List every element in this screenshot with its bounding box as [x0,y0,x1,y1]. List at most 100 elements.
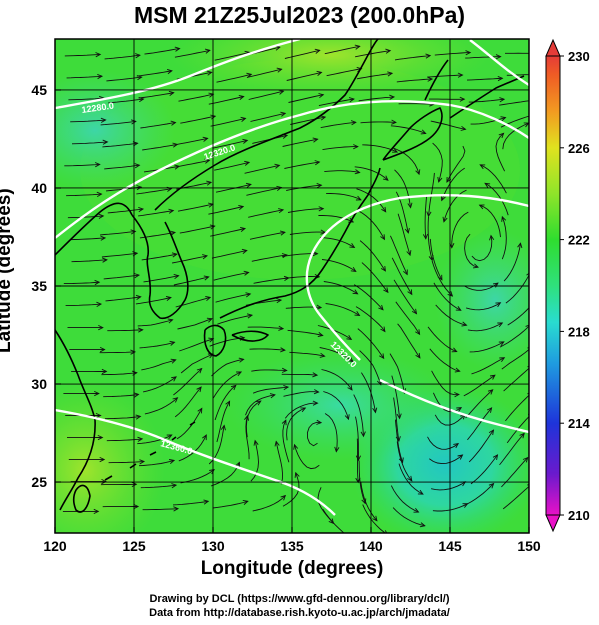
streamline-arrowhead [246,313,254,319]
streamline-arrowhead [242,138,249,144]
streamline-arrowhead [407,289,413,296]
streamline [502,122,529,150]
streamline [361,372,376,413]
streamline [360,121,396,124]
streamline-arrowhead [253,439,259,446]
streamline-arrowhead [334,446,340,453]
streamline-arrowhead [479,164,486,170]
streamline [324,45,360,55]
streamline-arrowhead [348,356,354,363]
streamline-arrowhead [353,144,359,150]
streamline-arrowhead [380,326,386,333]
streamline-arrowhead [415,169,421,176]
streamline [172,500,209,506]
streamline [211,358,244,377]
streamline-arrowhead [168,208,175,214]
streamline [465,56,501,59]
streamline-arrowhead [497,322,504,328]
streamline-arrowhead [316,304,323,310]
streamline [173,276,209,286]
streamline-arrowhead [381,206,387,213]
streamline-arrowhead [407,202,413,209]
japan-kyushu-coast [203,324,227,357]
streamline-arrowhead [97,434,104,441]
streamline-arrowhead [278,89,285,95]
streamline-arrowhead [488,429,495,436]
streamline-arrowhead [170,120,177,126]
streamline [67,215,104,219]
streamline-arrowhead [102,139,109,145]
streamline [389,353,405,394]
streamline-arrowhead [384,530,388,533]
streamline [71,259,107,263]
streamline [470,117,506,125]
streamline-arrowhead [280,347,286,353]
streamline [103,393,139,398]
streamline-arrowhead [312,250,319,257]
streamline-arrowhead [209,224,216,230]
streamline [173,368,203,396]
streamline [356,188,387,213]
streamline [471,357,505,375]
streamline [287,329,323,336]
x-tick-label: 150 [517,538,541,554]
streamline [294,444,320,470]
streamline [215,293,251,303]
streamline-arrowhead [96,191,103,197]
streamline [144,48,180,55]
streamline [105,296,141,302]
streamline [100,230,136,236]
streamline-arrowhead [243,270,250,276]
streamline [505,394,529,422]
streamline-arrowhead [171,376,177,382]
streamline [177,203,213,212]
streamline-arrowhead [206,70,213,76]
streamline-arrowhead [396,413,402,420]
streamline-arrowhead [361,498,367,505]
streamline [398,103,435,105]
streamline-arrowhead [526,272,529,276]
streamline-arrowhead [314,160,321,166]
streamline [427,436,459,450]
streamline [174,386,202,418]
streamline-arrowhead [538,72,543,76]
x-tick-label: 135 [280,538,304,554]
streamline-arrowhead [281,419,287,426]
streamline [217,314,253,325]
streamline [245,394,275,416]
colorbar-tick-label: 218 [568,324,590,339]
streamline-arrowhead [319,352,326,358]
streamline [246,68,282,78]
streamline-arrowhead [447,291,454,297]
streamline-arrowhead [530,99,535,103]
streamline [465,389,494,419]
streamline [286,407,306,441]
streamline-arrowhead [204,158,211,164]
streamline [138,210,174,217]
streamline-arrowhead [413,508,420,513]
streamline-arrowhead [420,129,427,135]
streamline [140,484,177,489]
streamline [424,194,428,239]
streamline [499,325,529,348]
streamline [467,407,492,441]
streamline-arrowhead [280,494,287,501]
streamline-arrowhead [453,443,460,449]
streamline-arrowhead [130,119,137,125]
streamline [392,147,420,175]
streamline [142,376,177,393]
streamline-arrowhead [169,459,176,465]
streamline-arrowhead [202,434,207,441]
streamline-arrowhead [492,454,499,460]
streamline [248,209,284,218]
streamline-arrowhead [415,352,421,359]
streamline [503,243,521,282]
streamline [245,400,262,438]
streamline [136,70,172,77]
streamline [353,284,384,311]
streamline-arrowhead [276,185,283,191]
streamline [213,271,249,281]
streamline [289,351,325,357]
streamline [252,386,289,394]
streamline-arrowhead [460,125,467,131]
